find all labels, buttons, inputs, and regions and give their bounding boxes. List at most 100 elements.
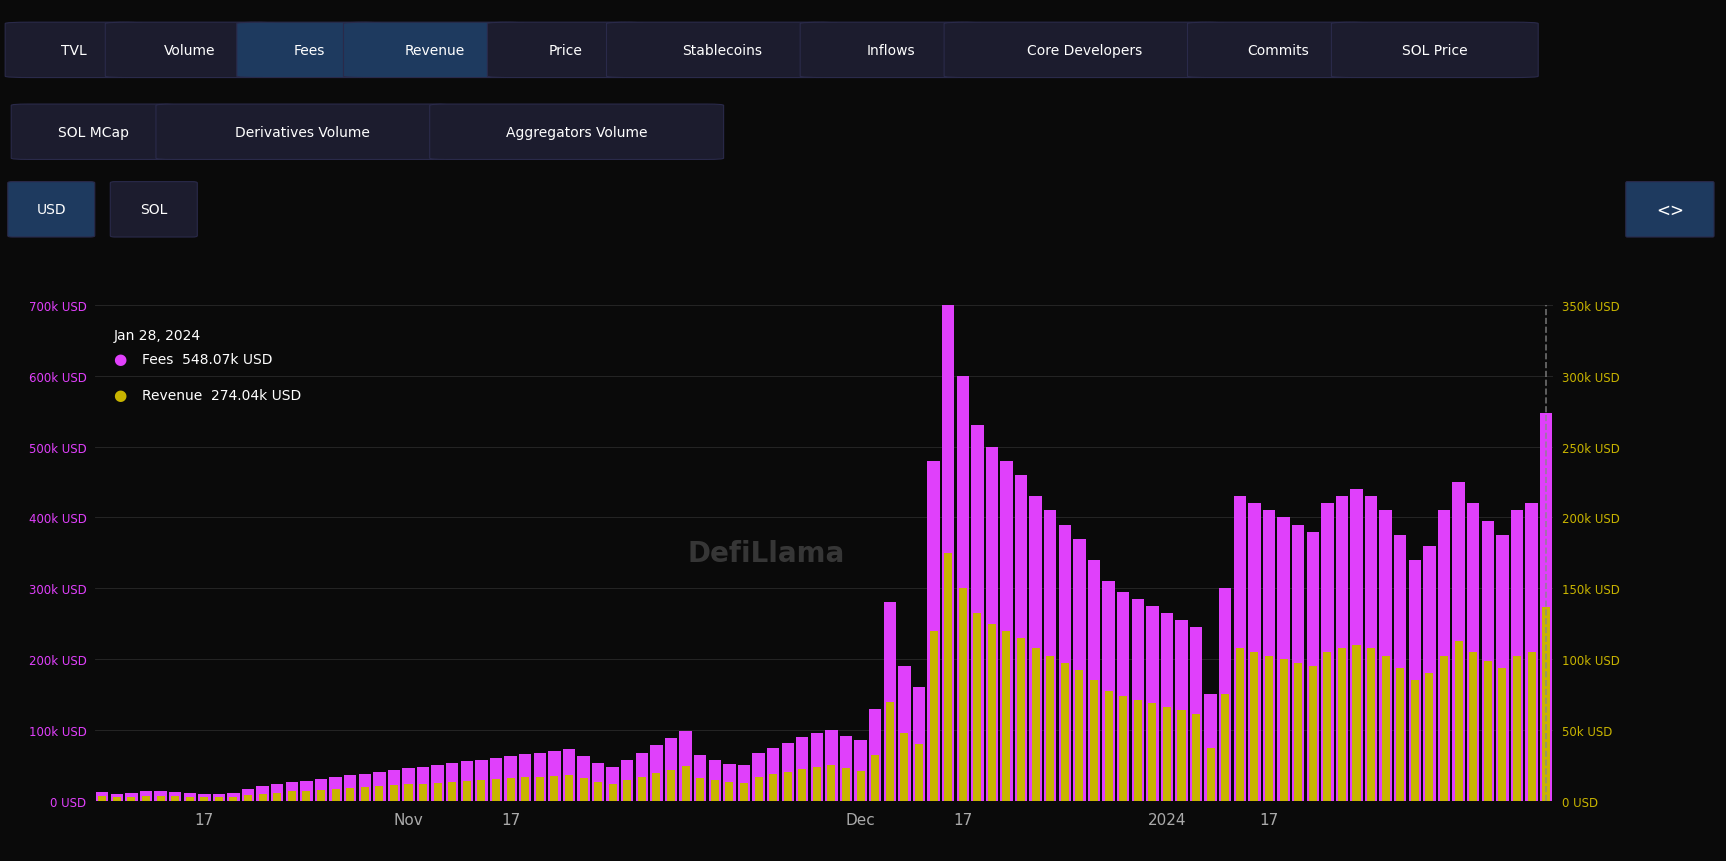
Bar bbox=[725, 783, 734, 801]
Bar bbox=[243, 795, 252, 801]
Bar bbox=[300, 781, 312, 801]
Bar bbox=[257, 787, 269, 801]
FancyBboxPatch shape bbox=[12, 105, 176, 160]
Bar bbox=[388, 771, 400, 801]
Bar bbox=[1061, 663, 1068, 801]
Bar bbox=[872, 755, 879, 801]
Bar bbox=[1452, 482, 1465, 801]
Text: Derivatives Volume: Derivatives Volume bbox=[235, 126, 371, 139]
Bar bbox=[639, 777, 646, 801]
Bar bbox=[1528, 653, 1536, 801]
Bar bbox=[273, 793, 281, 801]
Bar bbox=[1205, 695, 1217, 801]
FancyBboxPatch shape bbox=[944, 23, 1225, 78]
Bar bbox=[1058, 525, 1072, 801]
Bar bbox=[97, 792, 109, 801]
Bar bbox=[651, 746, 663, 801]
Bar bbox=[1206, 747, 1215, 801]
Bar bbox=[1336, 497, 1348, 801]
Bar bbox=[183, 793, 197, 801]
FancyBboxPatch shape bbox=[1331, 23, 1538, 78]
Bar bbox=[1189, 628, 1203, 801]
Bar bbox=[1307, 532, 1319, 801]
Bar bbox=[330, 777, 342, 801]
Bar bbox=[1498, 668, 1507, 801]
Bar bbox=[1117, 592, 1129, 801]
FancyBboxPatch shape bbox=[801, 23, 982, 78]
Bar bbox=[228, 793, 240, 801]
Bar bbox=[766, 747, 780, 801]
Bar bbox=[1426, 673, 1433, 801]
Bar bbox=[635, 753, 647, 801]
Bar bbox=[563, 749, 575, 801]
Bar bbox=[723, 764, 735, 801]
Bar bbox=[1438, 511, 1450, 801]
Text: Price: Price bbox=[549, 44, 583, 58]
Bar bbox=[507, 778, 514, 801]
Text: Revenue  274.04k USD: Revenue 274.04k USD bbox=[142, 388, 302, 402]
Bar bbox=[98, 796, 107, 801]
FancyBboxPatch shape bbox=[7, 183, 95, 238]
Text: SOL: SOL bbox=[140, 203, 167, 217]
Bar bbox=[737, 765, 751, 801]
Bar bbox=[972, 426, 984, 801]
Bar bbox=[314, 779, 328, 801]
Bar bbox=[445, 763, 459, 801]
Bar bbox=[1481, 522, 1495, 801]
Text: TVL: TVL bbox=[62, 44, 86, 58]
Bar bbox=[652, 773, 661, 801]
Bar bbox=[1219, 589, 1231, 801]
Bar bbox=[927, 461, 939, 801]
Bar bbox=[796, 737, 808, 801]
Text: USD: USD bbox=[36, 203, 66, 217]
Bar bbox=[868, 709, 882, 801]
Bar bbox=[1277, 517, 1289, 801]
Bar bbox=[740, 783, 747, 801]
Bar bbox=[551, 776, 557, 801]
Bar bbox=[1514, 656, 1521, 801]
Bar bbox=[1160, 613, 1174, 801]
Bar bbox=[449, 782, 456, 801]
Bar bbox=[216, 797, 223, 801]
Bar bbox=[1074, 539, 1086, 801]
Bar bbox=[128, 796, 135, 801]
Bar bbox=[680, 731, 692, 801]
Bar bbox=[1248, 504, 1260, 801]
Bar bbox=[813, 767, 822, 801]
Bar bbox=[230, 796, 238, 801]
Text: Core Developers: Core Developers bbox=[1027, 44, 1143, 58]
Bar bbox=[1234, 497, 1246, 801]
Bar bbox=[1046, 656, 1055, 801]
Text: DefiLlama: DefiLlama bbox=[687, 539, 844, 567]
Bar bbox=[1496, 536, 1509, 801]
Bar bbox=[753, 753, 765, 801]
Text: Volume: Volume bbox=[164, 44, 216, 58]
Bar bbox=[359, 774, 371, 801]
Bar bbox=[1015, 475, 1027, 801]
Bar bbox=[958, 589, 967, 801]
Bar bbox=[212, 794, 224, 801]
Bar bbox=[1148, 703, 1156, 801]
FancyBboxPatch shape bbox=[105, 23, 274, 78]
Bar bbox=[1383, 656, 1389, 801]
Bar bbox=[271, 784, 283, 801]
Bar bbox=[1263, 511, 1276, 801]
Bar bbox=[576, 756, 590, 801]
Bar bbox=[1540, 413, 1552, 801]
Bar bbox=[1193, 714, 1200, 801]
Bar bbox=[186, 796, 193, 801]
FancyBboxPatch shape bbox=[606, 23, 839, 78]
Bar bbox=[318, 790, 324, 801]
Bar bbox=[564, 775, 573, 801]
Bar bbox=[841, 735, 853, 801]
Bar bbox=[520, 754, 532, 801]
Bar bbox=[580, 778, 587, 801]
Bar bbox=[1396, 668, 1405, 801]
Bar bbox=[623, 780, 632, 801]
Bar bbox=[533, 753, 545, 801]
Bar bbox=[973, 613, 982, 801]
Bar bbox=[242, 790, 254, 801]
Bar bbox=[606, 767, 620, 801]
Bar bbox=[711, 780, 718, 801]
Bar bbox=[1279, 660, 1288, 801]
